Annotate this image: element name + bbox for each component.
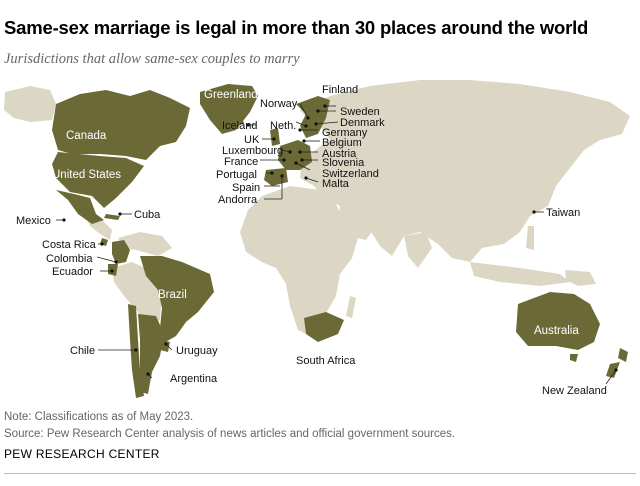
- label-south-africa: South Africa: [296, 355, 356, 367]
- footnote: Note: Classifications as of May 2023.: [4, 411, 194, 423]
- iceland-shape: [228, 116, 244, 126]
- label-cuba: Cuba: [134, 209, 161, 221]
- south-africa-shape: [304, 312, 344, 342]
- label-canada: Canada: [66, 130, 107, 142]
- argentina-shape: [138, 314, 164, 394]
- label-andorra: Andorra: [218, 194, 258, 206]
- png-shape: [565, 270, 596, 286]
- label-portugal: Portugal: [216, 169, 257, 181]
- source-note: Source: Pew Research Center analysis of …: [4, 428, 456, 440]
- alaska-shape: [4, 86, 56, 122]
- australia-shape: [516, 292, 600, 350]
- label-malta: Malta: [322, 178, 350, 190]
- label-germany: Germany: [322, 127, 368, 139]
- western-europe-shape: [278, 140, 312, 170]
- cuba-shape: [104, 214, 120, 220]
- canada-shape: [52, 90, 190, 160]
- india-shape: [404, 232, 432, 268]
- eurasia-shape: [300, 80, 630, 262]
- new-zealand-south-shape: [606, 362, 620, 378]
- madagascar-shape: [346, 296, 356, 318]
- callout-dots: [62, 104, 618, 376]
- chart-title: Same-sex marriage is legal in more than …: [4, 17, 589, 38]
- mexico-shape: [56, 190, 104, 224]
- label-australia: Australia: [534, 325, 579, 337]
- label-uruguay: Uruguay: [176, 345, 218, 357]
- label-chile: Chile: [70, 345, 95, 357]
- label-france: France: [224, 156, 258, 168]
- label-belgium: Belgium: [322, 137, 362, 149]
- label-new-zealand: New Zealand: [542, 385, 607, 397]
- label-netherlands: Neth.: [270, 120, 296, 132]
- africa-shape: [240, 186, 358, 336]
- chart-subtitle: Jurisdictions that allow same-sex couple…: [4, 51, 300, 67]
- label-argentina: Argentina: [170, 373, 218, 385]
- label-finland: Finland: [322, 84, 358, 96]
- philippines-shape: [526, 226, 534, 250]
- iberia-shape: [264, 168, 288, 186]
- label-united-states: United States: [52, 169, 121, 181]
- indonesia-shape: [470, 262, 570, 286]
- label-brazil: Brazil: [158, 289, 187, 301]
- label-luxembourg: Luxembourg: [222, 145, 283, 157]
- label-denmark: Denmark: [340, 117, 385, 129]
- colombia-shape: [112, 240, 130, 264]
- uruguay-shape: [160, 340, 170, 352]
- label-spain: Spain: [232, 182, 260, 194]
- label-colombia: Colombia: [46, 253, 93, 265]
- label-norway: Norway: [260, 98, 298, 110]
- new-zealand-north-shape: [618, 348, 628, 362]
- label-ecuador: Ecuador: [52, 266, 93, 278]
- label-sweden: Sweden: [340, 106, 380, 118]
- world-map: Greenland Canada United States Brazil Au…: [4, 80, 630, 398]
- greenland-shape: [200, 84, 258, 134]
- japan-shape: [538, 170, 556, 204]
- label-switzerland: Switzerland: [322, 168, 379, 180]
- brand-name: PEW RESEARCH CENTER: [4, 447, 160, 461]
- land-legal: [52, 84, 628, 398]
- brazil-shape: [140, 256, 214, 344]
- usa-shape: [52, 152, 144, 208]
- bottom-divider: [4, 473, 636, 474]
- label-taiwan: Taiwan: [546, 207, 580, 219]
- label-austria: Austria: [322, 148, 357, 160]
- label-mexico: Mexico: [16, 215, 51, 227]
- scandinavia-shape: [296, 96, 330, 138]
- label-greenland: Greenland: [204, 89, 258, 101]
- venezuela-guyana-shape: [118, 232, 172, 256]
- label-iceland: Iceland: [222, 120, 257, 132]
- label-slovenia: Slovenia: [322, 157, 365, 169]
- tasmania-shape: [570, 354, 578, 362]
- label-uk: UK: [244, 134, 260, 146]
- uk-shape: [270, 128, 280, 146]
- label-costa-rica: Costa Rica: [42, 239, 97, 251]
